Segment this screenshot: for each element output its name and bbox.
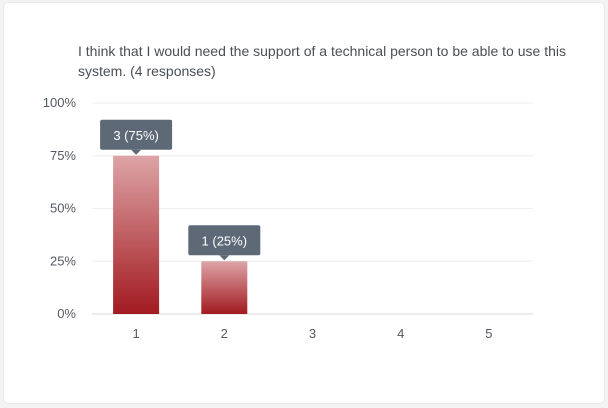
- data-label: 3 (75%): [113, 128, 159, 143]
- bars: [113, 155, 248, 314]
- data-label-box: [100, 119, 173, 150]
- data-label: 1 (25%): [202, 233, 248, 248]
- chart-card: I think that I would need the support of…: [4, 3, 604, 403]
- x-tick-label: 5: [485, 326, 492, 341]
- y-tick-label: 100%: [43, 95, 77, 110]
- gridlines: [92, 102, 533, 315]
- axis-labels: 0% 25% 50% 75% 100% 1 2 3 4 5: [43, 95, 493, 341]
- data-label-pointer: [131, 149, 142, 155]
- data-labels: 3 (75%) 1 (25%): [100, 119, 261, 261]
- y-tick-label: 75%: [50, 148, 76, 163]
- x-tick-label: 4: [397, 326, 404, 341]
- data-label-pointer: [219, 255, 230, 261]
- bar[interactable]: [113, 155, 160, 314]
- x-tick-label: 2: [221, 326, 228, 341]
- y-tick-label: 50%: [50, 201, 76, 216]
- y-tick-label: 0%: [57, 306, 76, 321]
- y-tick-label: 25%: [50, 253, 76, 268]
- x-tick-label: 1: [132, 326, 139, 341]
- data-label-box: [188, 225, 261, 256]
- x-tick-label: 3: [309, 326, 316, 341]
- chart-title: I think that I would need the support of…: [78, 43, 566, 79]
- bar[interactable]: [201, 261, 248, 314]
